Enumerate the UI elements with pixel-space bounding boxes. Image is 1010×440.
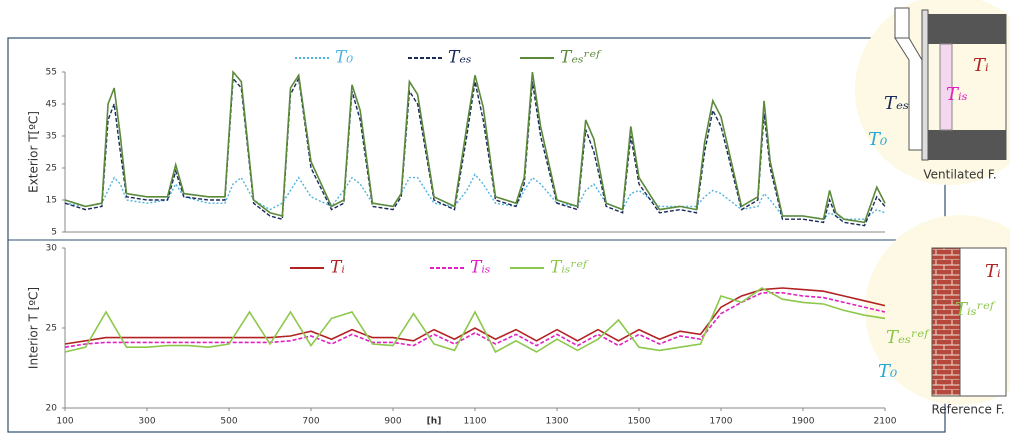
series-line	[64, 287, 886, 345]
reference-diagram: Tᵢ Tᵢₛʳᵉᶠ Tₑₛʳᵉᶠ T₀ Reference F.	[865, 215, 1010, 417]
legend-label: Tᵢ	[330, 258, 345, 278]
series-line	[64, 76, 886, 227]
diagram-label: Tᵢ	[973, 55, 989, 76]
legend-label: Tₑₛ	[448, 48, 472, 68]
diagram-caption: Ventilated F.	[923, 168, 996, 182]
y-tick-label: 25	[46, 324, 57, 334]
series-line	[64, 287, 886, 354]
y-tick-label: 35	[46, 132, 57, 142]
x-tick-label: 500	[220, 417, 237, 427]
y-tick-label: 15	[46, 196, 57, 206]
diagram-label: T₀	[878, 361, 897, 382]
x-tick-label: 1700	[710, 417, 733, 427]
x-tick-label: 1900	[792, 417, 815, 427]
x-tick-label: 1300	[546, 417, 569, 427]
series-line	[64, 69, 886, 224]
series-line	[64, 173, 886, 220]
x-tick-label: 900	[384, 417, 401, 427]
diagram-label: Tₑₛʳᵉᶠ	[886, 327, 930, 348]
diagram-label: Tᵢₛ	[946, 84, 968, 105]
y-tick-label: 5	[51, 228, 57, 238]
y-axis-label: Exterior T[ºC]	[27, 111, 41, 193]
x-axis-label: [h]	[427, 417, 442, 427]
diagram-label: Tᵢ	[985, 261, 1001, 282]
diagram-label: Tᵢₛʳᵉᶠ	[955, 299, 996, 320]
legend-label: Tₑₛʳᵉᶠ	[560, 48, 602, 68]
legend-label: Tᵢₛʳᵉᶠ	[550, 258, 589, 278]
x-tick-label: 1100	[464, 417, 487, 427]
ventilated-diagram: Tᵢ Tᵢₛ Tₑₛ T₀ Ventilated F.	[855, 0, 1010, 185]
x-tick-label: 700	[302, 417, 319, 427]
y-tick-label: 20	[46, 404, 58, 414]
x-tick-label: 100	[56, 417, 73, 427]
x-tick-label: 300	[138, 417, 155, 427]
legend-label: Tᵢₛ	[470, 258, 491, 278]
y-tick-label: 45	[46, 100, 57, 110]
diagram-caption: Reference F.	[931, 403, 1004, 417]
y-tick-label: 30	[46, 244, 58, 254]
diagram-label: T₀	[868, 129, 887, 150]
y-axis-label: Interior T [ºC]	[27, 287, 41, 369]
frame	[7, 37, 946, 433]
y-tick-label: 55	[46, 68, 57, 78]
series-line	[64, 291, 886, 348]
y-tick-label: 25	[46, 164, 57, 174]
diagram-label: Tₑₛ	[884, 93, 909, 114]
x-tick-label: 1500	[628, 417, 651, 427]
legend-label: T₀	[335, 48, 353, 68]
x-tick-label: 2100	[874, 417, 897, 427]
